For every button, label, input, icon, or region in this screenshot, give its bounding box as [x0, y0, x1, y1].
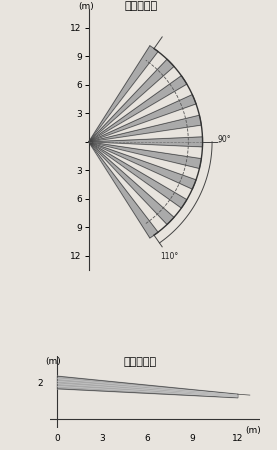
- Polygon shape: [89, 142, 174, 225]
- Polygon shape: [89, 137, 202, 147]
- Text: (m): (m): [78, 2, 94, 11]
- Text: 《側面図》: 《側面図》: [124, 357, 157, 367]
- Text: 110°: 110°: [160, 252, 178, 261]
- Polygon shape: [89, 59, 174, 142]
- Polygon shape: [89, 142, 187, 208]
- Text: 《平面図》: 《平面図》: [124, 1, 157, 11]
- Polygon shape: [89, 46, 158, 142]
- Text: (m): (m): [45, 357, 61, 366]
- Polygon shape: [89, 94, 196, 142]
- Polygon shape: [89, 142, 196, 189]
- Polygon shape: [89, 115, 201, 142]
- Polygon shape: [57, 376, 238, 398]
- Polygon shape: [89, 142, 201, 168]
- Polygon shape: [89, 76, 187, 142]
- Text: 90°: 90°: [218, 135, 231, 144]
- Text: (m): (m): [245, 426, 261, 435]
- Polygon shape: [89, 142, 158, 238]
